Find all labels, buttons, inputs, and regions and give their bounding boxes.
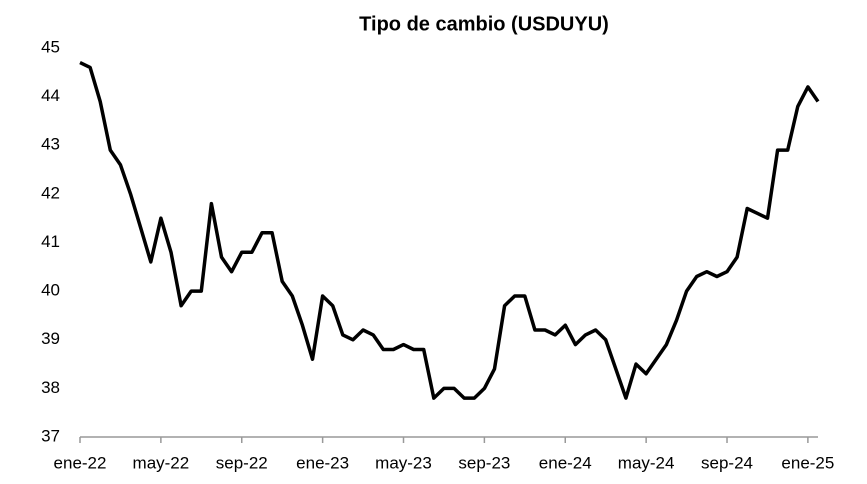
y-tick-label: 41 <box>41 232 60 251</box>
x-tick-label: sep-22 <box>216 453 268 472</box>
x-tick-label: may-22 <box>133 453 190 472</box>
y-tick-label: 40 <box>41 281 60 300</box>
line-series <box>79 61 820 400</box>
x-tick-label: sep-24 <box>701 453 753 472</box>
x-tick-label: sep-23 <box>458 453 510 472</box>
x-tick-label: may-24 <box>618 453 675 472</box>
y-tick-label: 42 <box>41 183 60 202</box>
y-tick-label: 43 <box>41 135 60 154</box>
x-tick-label: may-23 <box>375 453 432 472</box>
y-tick-label: 39 <box>41 329 60 348</box>
x-tick-label: ene-25 <box>781 453 834 472</box>
y-tick-label: 44 <box>41 86 60 105</box>
y-tick-label: 37 <box>41 426 60 445</box>
y-tick-label: 38 <box>41 378 60 397</box>
chart-title: Tipo de cambio (USDUYU) <box>359 13 609 35</box>
y-tick-label: 45 <box>41 37 60 56</box>
x-tick-label: ene-22 <box>54 453 107 472</box>
x-tick-label: ene-24 <box>539 453 592 472</box>
x-tick-label: ene-23 <box>296 453 349 472</box>
